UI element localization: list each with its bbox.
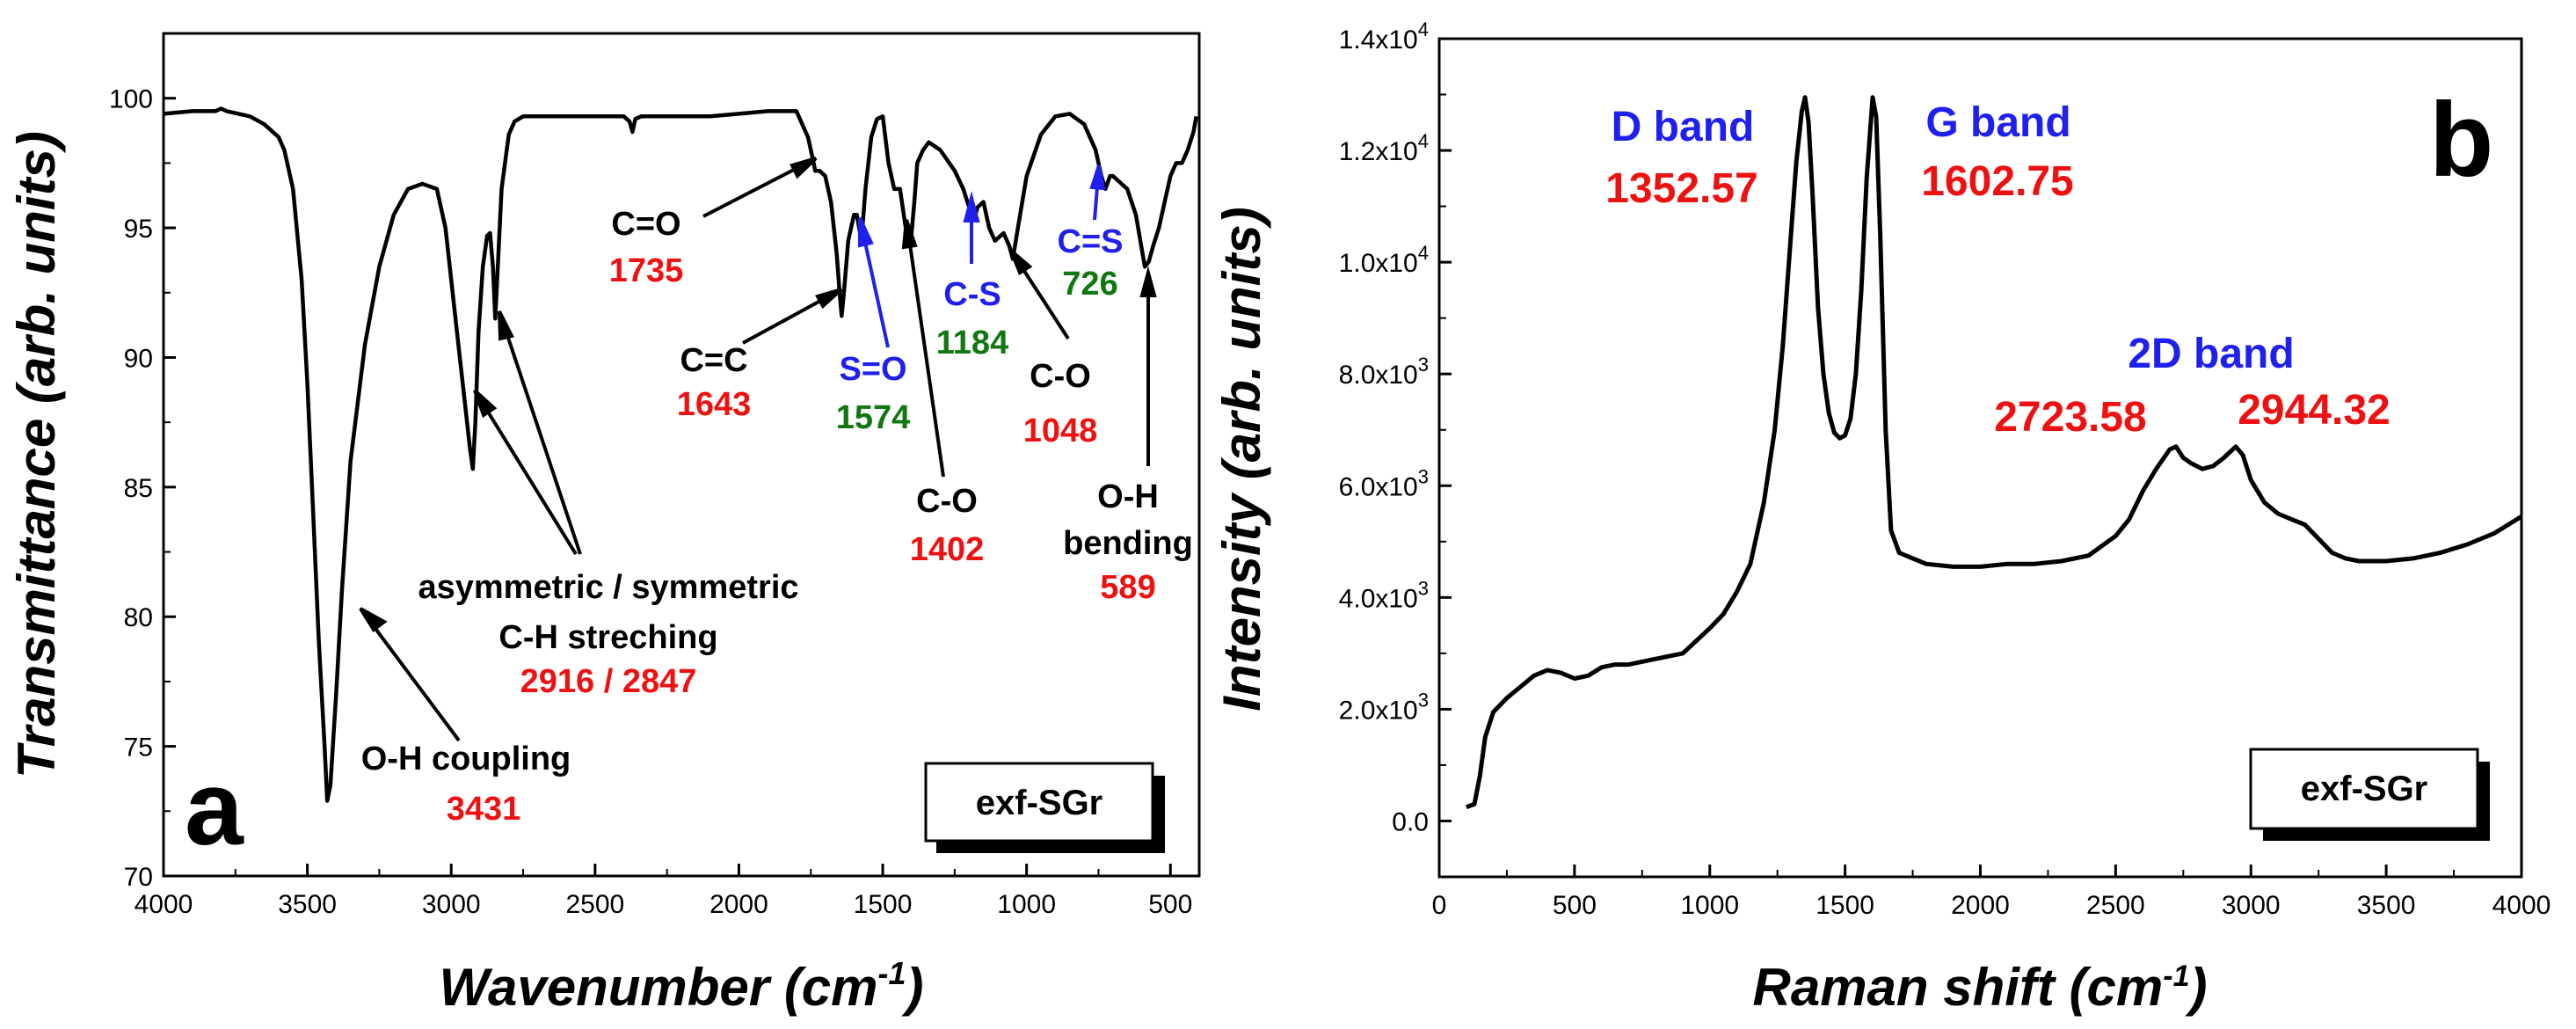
arrow-cs-1184-head bbox=[963, 191, 980, 223]
panel-b-plot-frame bbox=[1437, 37, 2523, 879]
label-cs-726: C=S bbox=[1058, 223, 1124, 260]
x-tick-label: 500 bbox=[1148, 890, 1192, 919]
arrow-so-1574-head bbox=[858, 217, 874, 248]
panel-a-ticks: 4000 3500 3000 2500 2000 1500 1000 500 70 75 80 85 9… bbox=[109, 85, 1192, 919]
panel-a-letter: a bbox=[185, 749, 244, 867]
value-cc-1643: 1643 bbox=[677, 386, 752, 423]
panel-b-legend: exf-SGr bbox=[2249, 748, 2490, 841]
label-cs-1184: C-S bbox=[943, 276, 1001, 313]
y-tick-label: 100 bbox=[109, 85, 153, 114]
arrow-ch-asym-head bbox=[473, 389, 498, 419]
y-tick-label: 6.0x103 bbox=[1339, 465, 1429, 501]
panel-a-series-line bbox=[163, 106, 1198, 803]
y-tick-label: 90 bbox=[124, 344, 153, 373]
arrow-cs-726-head bbox=[1089, 164, 1106, 191]
label-oh-coupling: O-H coupling bbox=[361, 741, 571, 777]
panel-a-legend-box bbox=[924, 762, 1154, 843]
label-co-1402: C-O bbox=[916, 483, 978, 520]
x-tick-label: 3000 bbox=[2222, 891, 2281, 920]
label-2d-band: 2D band bbox=[2128, 331, 2294, 377]
arrow-co-1048-head bbox=[1009, 249, 1033, 275]
value-oh-bending: 589 bbox=[1100, 569, 1155, 606]
panel-a-arrows bbox=[359, 157, 1157, 742]
arrow-co-1735-head bbox=[790, 157, 818, 179]
x-tick-label: 4000 bbox=[2492, 891, 2551, 920]
x-tick-label: 1000 bbox=[1680, 891, 1739, 920]
label-co-1735: C=O bbox=[611, 206, 680, 243]
y-tick-label: 70 bbox=[124, 863, 153, 892]
panel-b-series-line bbox=[1465, 95, 2523, 809]
x-tick-label: 1500 bbox=[854, 890, 913, 919]
label-ch-line2: C-H streching bbox=[498, 619, 717, 656]
x-tick-label: 4000 bbox=[135, 890, 193, 919]
arrow-ch-asym bbox=[473, 389, 578, 556]
y-tick-label: 75 bbox=[124, 733, 153, 763]
value-oh-coupling: 3431 bbox=[447, 791, 521, 828]
x-tick-label: 3000 bbox=[422, 890, 481, 919]
panel-b-letter: b bbox=[2429, 81, 2493, 199]
y-tick-label: 0.0 bbox=[1392, 807, 1429, 836]
value-2d-left: 2723.58 bbox=[1994, 394, 2147, 441]
value-co-1735: 1735 bbox=[609, 252, 684, 289]
panel-a-y-axis-title: Transmittance (arb. units) bbox=[7, 131, 66, 778]
x-tick-label: 3500 bbox=[278, 890, 337, 919]
y-tick-label: 85 bbox=[124, 474, 153, 503]
panel-a-x-axis-title: Wavenumber (cm-1) bbox=[439, 955, 923, 1017]
value-cs-1184: 1184 bbox=[936, 325, 1008, 361]
x-tick-label: 2500 bbox=[2086, 891, 2145, 920]
label-so-1574: S=O bbox=[839, 351, 906, 388]
arrow-oh-coupling bbox=[359, 607, 461, 742]
value-2d-right: 2944.32 bbox=[2238, 387, 2390, 434]
value-co-1402: 1402 bbox=[910, 531, 985, 568]
y-tick-label: 80 bbox=[124, 603, 153, 632]
arrow-ch-sym-head bbox=[498, 310, 514, 341]
panel-a-legend: exf-SGr bbox=[924, 762, 1165, 853]
arrow-oh-bending-head bbox=[1139, 266, 1157, 297]
panel-b-legend-box bbox=[2249, 748, 2479, 830]
arrow-ch-sym bbox=[498, 310, 582, 555]
y-tick-label: 4.0x103 bbox=[1339, 577, 1429, 613]
panel-b-legend-label: exf-SGr bbox=[2301, 770, 2428, 808]
label-g-band: G band bbox=[1925, 99, 2070, 146]
x-tick-label: 2000 bbox=[1951, 891, 2010, 920]
value-co-1048: 1048 bbox=[1023, 412, 1098, 449]
x-tick-label: 2500 bbox=[565, 890, 624, 919]
panel-b-y-axis-title: Intensity (arb. units) bbox=[1212, 207, 1271, 711]
value-cs-726: 726 bbox=[1062, 266, 1117, 303]
y-tick-label: 1.2x104 bbox=[1339, 130, 1429, 166]
arrow-cc-1643-head bbox=[815, 288, 843, 310]
y-tick-label: 2.0x103 bbox=[1339, 689, 1429, 725]
panel-b-x-axis-title: Raman shift (cm-1) bbox=[1753, 958, 2208, 1017]
value-d-band: 1352.57 bbox=[1605, 165, 1758, 212]
value-g-band: 1602.75 bbox=[1921, 158, 2074, 205]
x-tick-label: 2000 bbox=[709, 890, 768, 919]
x-tick-label: 1000 bbox=[997, 890, 1056, 919]
x-tick-label: 500 bbox=[1553, 891, 1597, 920]
label-ch-line1: asymmetric / symmetric bbox=[418, 569, 798, 606]
label-oh-bending-line1: O-H bbox=[1097, 478, 1159, 515]
label-co-1048: C-O bbox=[1030, 358, 1091, 395]
x-tick-label: 1500 bbox=[1816, 891, 1874, 920]
label-oh-bending-line2: bending bbox=[1063, 525, 1193, 562]
y-tick-label: 8.0x103 bbox=[1339, 354, 1429, 390]
arrow-co-1402-head bbox=[901, 219, 918, 250]
y-tick-label: 95 bbox=[124, 215, 153, 244]
arrow-oh-coupling-head bbox=[359, 607, 388, 632]
panel-a-ftir-chart: 4000 3500 3000 2500 2000 1500 1000 500 70 75 80 85 9… bbox=[7, 32, 1201, 1017]
y-tick-label: 1.0x104 bbox=[1339, 242, 1429, 278]
x-tick-label: 0 bbox=[1432, 891, 1447, 920]
panel-b-raman-chart: 0 500 1000 1500 2000 2500 3000 3500 4000 0.0 2.0x1… bbox=[1212, 18, 2551, 1017]
panel-a-plot-frame bbox=[162, 32, 1201, 878]
panel-a-legend-label: exf-SGr bbox=[976, 784, 1103, 822]
y-tick-label: 1.4x104 bbox=[1339, 18, 1429, 55]
label-cc-1643: C=C bbox=[680, 342, 747, 379]
arrow-co-1402 bbox=[905, 219, 945, 478]
x-tick-label: 3500 bbox=[2357, 891, 2416, 920]
value-ch-streching: 2916 / 2847 bbox=[520, 663, 697, 700]
label-d-band: D band bbox=[1612, 104, 1755, 150]
value-so-1574: 1574 bbox=[836, 399, 911, 436]
